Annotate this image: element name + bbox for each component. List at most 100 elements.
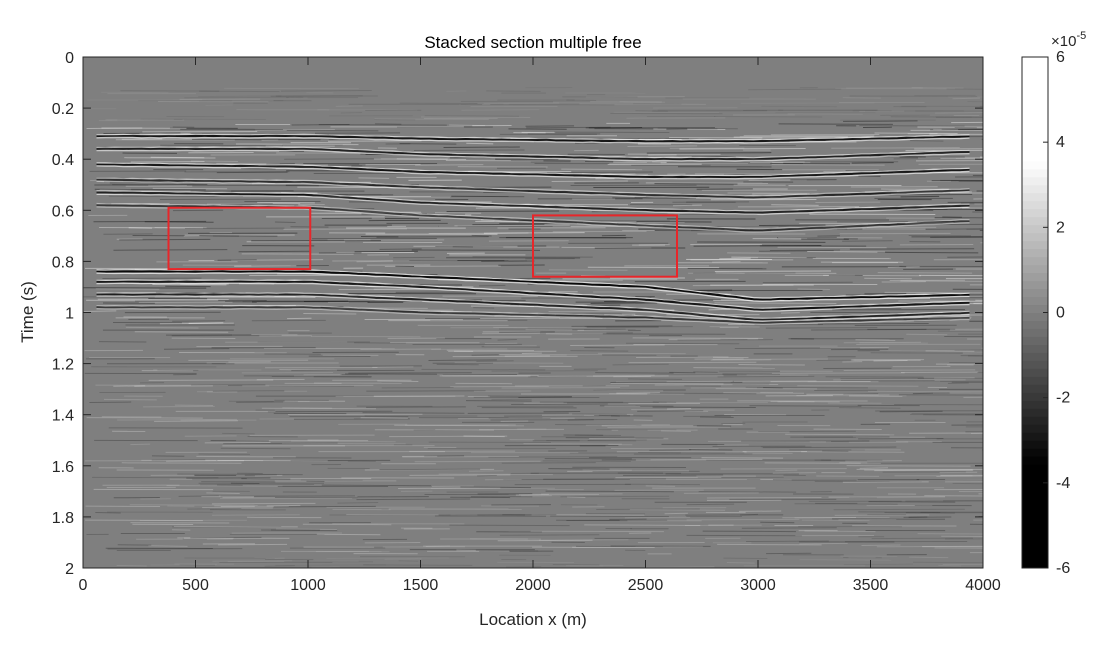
trace-streak bbox=[438, 473, 553, 476]
trace-streak bbox=[398, 487, 501, 490]
colorbar-band bbox=[1022, 456, 1048, 465]
trace-streak bbox=[178, 495, 219, 497]
reflector-line bbox=[96, 282, 970, 313]
trace-streak bbox=[461, 109, 540, 111]
trace-streak bbox=[337, 502, 379, 504]
y-tick-label: 0.6 bbox=[52, 203, 74, 220]
trace-streak bbox=[280, 90, 372, 92]
trace-streak bbox=[801, 519, 870, 522]
trace-streak bbox=[627, 145, 698, 147]
trace-streak bbox=[887, 266, 920, 268]
trace-streak bbox=[857, 349, 983, 352]
colorbar-band bbox=[1022, 432, 1048, 441]
trace-streak bbox=[571, 325, 673, 327]
trace-streak bbox=[235, 143, 359, 146]
trace-streak bbox=[712, 358, 829, 360]
x-tick-label: 2000 bbox=[515, 577, 551, 594]
trace-streak bbox=[501, 386, 621, 389]
trace-streak bbox=[283, 228, 408, 230]
y-tick-label: 0.8 bbox=[52, 254, 74, 271]
trace-streak bbox=[831, 147, 960, 149]
trace-streak bbox=[103, 132, 181, 135]
y-tick-label: 0.2 bbox=[52, 101, 74, 118]
colorbar-band bbox=[1022, 472, 1048, 481]
x-tick-label: 3500 bbox=[853, 577, 889, 594]
trace-streak bbox=[182, 264, 291, 267]
trace-streak bbox=[222, 432, 255, 435]
colorbar-band bbox=[1022, 192, 1048, 202]
trace-streak bbox=[951, 424, 983, 426]
x-axis-label: Location x (m) bbox=[479, 610, 587, 629]
colorbar-band bbox=[1022, 512, 1048, 521]
colorbar-band bbox=[1022, 560, 1048, 569]
trace-streak bbox=[561, 168, 643, 171]
trace-streak bbox=[547, 171, 653, 174]
trace-streak bbox=[542, 460, 631, 462]
trace-streak bbox=[799, 542, 848, 545]
trace-streak bbox=[214, 505, 289, 507]
trace-streak bbox=[631, 409, 735, 411]
trace-streak bbox=[113, 249, 228, 251]
trace-streak bbox=[119, 238, 211, 241]
trace-streak bbox=[583, 414, 612, 417]
trace-streak bbox=[428, 359, 497, 361]
colorbar-band bbox=[1022, 552, 1048, 561]
colorbar-band bbox=[1022, 88, 1048, 98]
trace-streak bbox=[160, 144, 283, 147]
reflector-line bbox=[96, 191, 970, 214]
colorbar-bands bbox=[1022, 57, 1048, 569]
trace-streak bbox=[396, 158, 467, 160]
trace-streak bbox=[446, 210, 560, 213]
trace-streak bbox=[409, 474, 511, 476]
colorbar-band bbox=[1022, 384, 1048, 393]
x-tick-label: 4000 bbox=[965, 577, 1001, 594]
trace-streak bbox=[594, 128, 718, 130]
trace-streak bbox=[769, 249, 841, 252]
trace-streak bbox=[389, 435, 508, 438]
trace-streak bbox=[376, 236, 489, 238]
trace-streak bbox=[859, 110, 905, 113]
trace-streak bbox=[781, 312, 800, 314]
y-tick-label: 0.4 bbox=[52, 152, 74, 169]
trace-streak bbox=[291, 440, 396, 443]
trace-streak bbox=[113, 385, 146, 387]
trace-streak bbox=[855, 339, 896, 341]
trace-streak bbox=[604, 313, 636, 316]
trace-streak bbox=[842, 240, 893, 242]
reflector-line bbox=[96, 178, 970, 199]
colorbar-band bbox=[1022, 208, 1048, 218]
x-tick-label: 1000 bbox=[290, 577, 326, 594]
chart-title: Stacked section multiple free bbox=[424, 33, 641, 52]
colorbar-band bbox=[1022, 496, 1048, 505]
trace-streak bbox=[253, 496, 358, 499]
trace-streak bbox=[797, 385, 919, 387]
trace-streak bbox=[143, 405, 215, 408]
colorbar-exponent: ×10-5 bbox=[1051, 30, 1086, 50]
y-tick-label: 0 bbox=[65, 50, 74, 67]
trace-streak bbox=[909, 556, 949, 559]
trace-streak bbox=[714, 115, 823, 118]
trace-streak bbox=[708, 440, 827, 443]
colorbar-band bbox=[1022, 72, 1048, 82]
plot-area bbox=[82, 56, 984, 569]
colorbar-band bbox=[1022, 448, 1048, 457]
trace-streak bbox=[719, 257, 751, 260]
trace-streak bbox=[900, 195, 940, 198]
trace-streak bbox=[884, 291, 983, 294]
colorbar-band bbox=[1022, 160, 1048, 170]
colorbar-band bbox=[1022, 424, 1048, 433]
trace-streak bbox=[159, 322, 234, 325]
colorbar-band bbox=[1022, 368, 1048, 377]
trace-streak bbox=[274, 221, 296, 224]
trace-streak bbox=[321, 484, 432, 487]
colorbar-band bbox=[1022, 536, 1048, 545]
reflector-line bbox=[96, 146, 970, 159]
trace-streak bbox=[471, 234, 492, 237]
trace-streak bbox=[636, 356, 729, 359]
trace-streak bbox=[379, 248, 422, 250]
trace-streak bbox=[890, 116, 983, 118]
trace-streak bbox=[197, 390, 308, 393]
reflector-line bbox=[96, 304, 970, 322]
trace-streak bbox=[497, 339, 517, 341]
colorbar-exponent-power: -5 bbox=[1076, 30, 1086, 42]
